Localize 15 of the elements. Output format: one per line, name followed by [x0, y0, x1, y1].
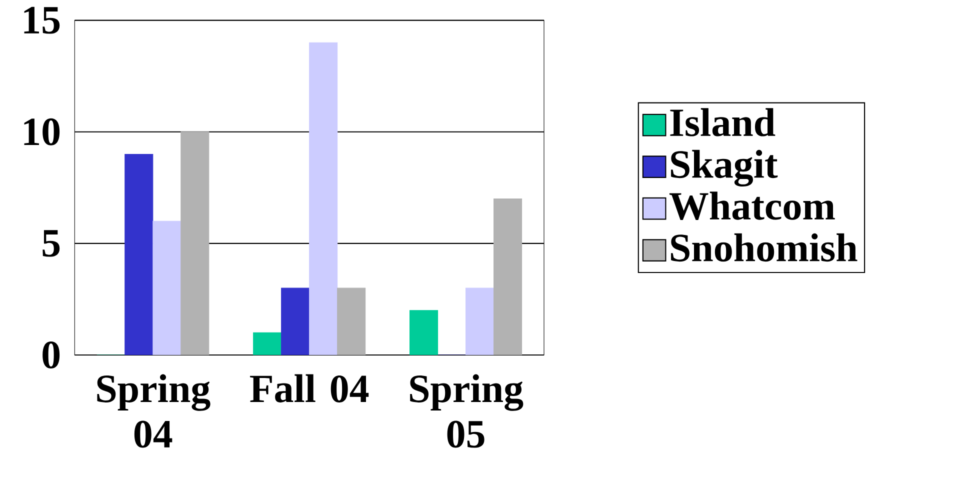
- y-tick-label: 5: [42, 230, 60, 257]
- y-tick-label: 15: [24, 6, 60, 34]
- bar: [281, 288, 310, 355]
- legend-label: Snohomish: [671, 233, 858, 262]
- legend-label: Island: [670, 108, 776, 136]
- x-tick-label: Spring 04: [97, 374, 210, 448]
- legend-label: Skagit: [671, 150, 778, 186]
- legend-label: Whatcom: [669, 192, 835, 220]
- bar: [124, 154, 154, 355]
- x-tick-label: Fall 04: [250, 374, 369, 402]
- bar: [410, 310, 438, 355]
- x-tick-label: Spring 05: [410, 374, 524, 448]
- bar: [253, 332, 282, 355]
- y-tick-label: 0: [42, 342, 60, 369]
- y-tick-label: 10: [24, 118, 60, 146]
